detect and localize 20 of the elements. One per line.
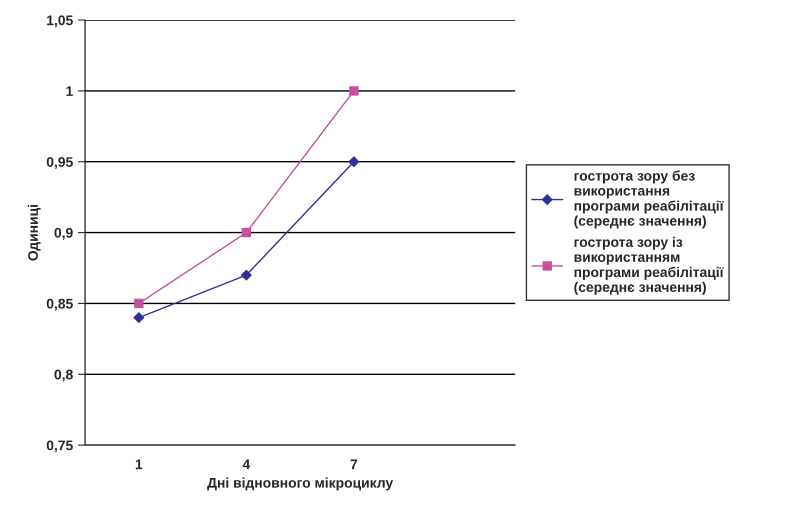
x-axis-title: Дні відновного мікроциклу: [207, 478, 394, 490]
point: [134, 298, 144, 308]
legend-label: гострота зору із використанням програми реабілітації (середнє значення): [574, 236, 724, 295]
y-tick-label: 1: [66, 86, 73, 96]
point: [133, 312, 144, 324]
y-tick-label: 0,9: [54, 228, 73, 240]
y-tick-label: 0,75: [46, 440, 73, 452]
y-tick-label: 0,95: [46, 157, 73, 169]
y-tick-label: 0,8: [54, 370, 73, 382]
x-tick-label: 7: [350, 460, 358, 470]
point: [242, 228, 252, 238]
legend-label: гострота зору без використання програми реабілітації (середнє значення): [574, 170, 724, 228]
point: [348, 156, 360, 168]
y-tick-label: 0,85: [46, 298, 73, 311]
x-tick-label: 1: [136, 460, 142, 470]
y-axis-title: Одиниці: [28, 205, 41, 261]
y-tick-label: 1,05: [47, 15, 73, 28]
x-tick-label: 4: [242, 460, 250, 470]
point: [349, 86, 359, 96]
point: [240, 270, 252, 281]
